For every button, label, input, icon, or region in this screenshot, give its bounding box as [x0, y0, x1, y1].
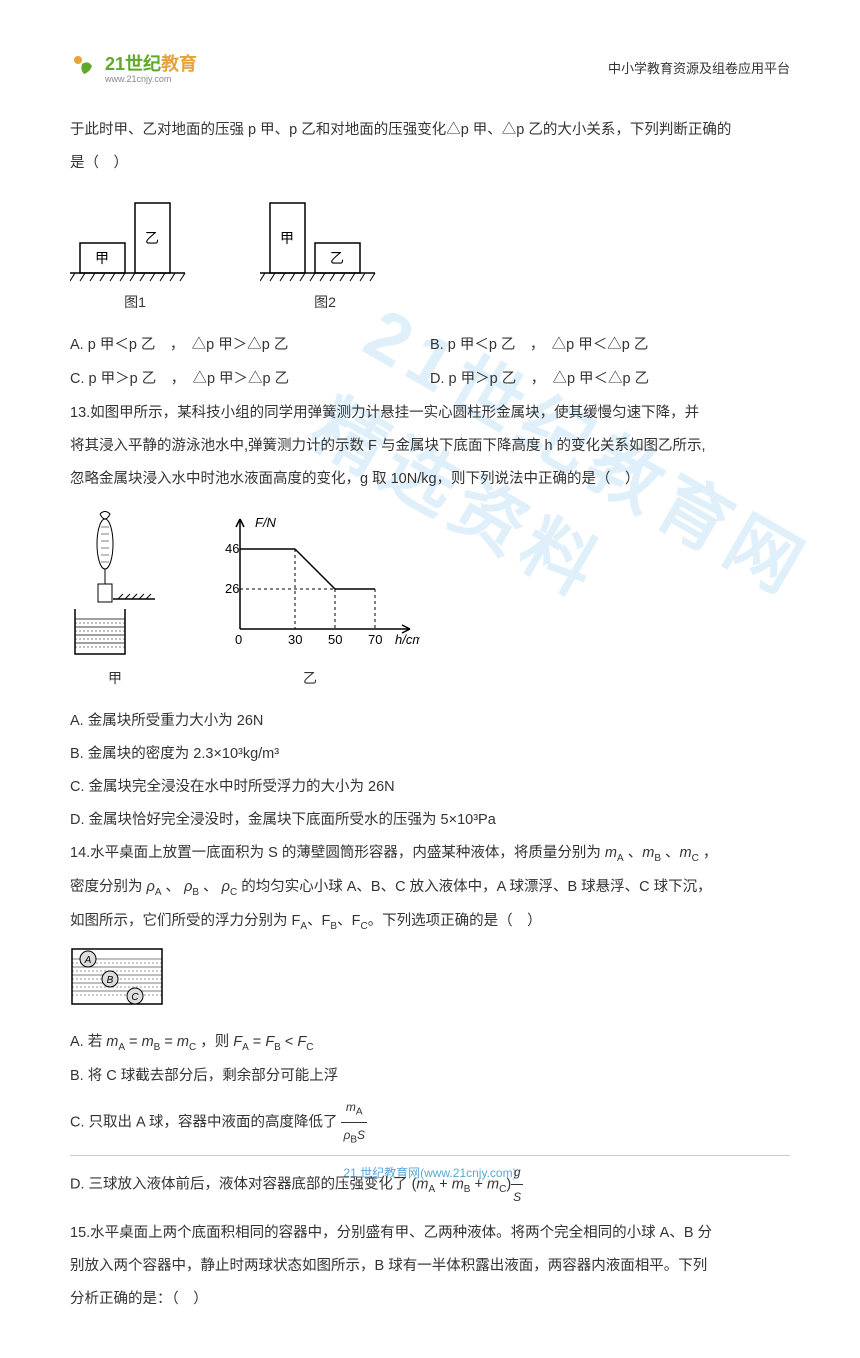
q13-opt-b: B. 金属块的密度为 2.3×10³kg/m³ — [70, 740, 790, 769]
q12-options-row1: A. p 甲＜p 乙 ， △p 甲＞△p 乙 B. p 甲＜p 乙 ， △p 甲… — [70, 331, 790, 360]
q14-t3b: 、F — [307, 913, 330, 929]
body-content: 于此时甲、乙对地面的压强 p 甲、p 乙和对地面的压强变化△p 甲、△p 乙的大… — [70, 116, 790, 1314]
q13-fig-yi: F/N h/cm 46 26 0 30 50 70 乙 — [200, 509, 420, 692]
svg-text:0: 0 — [235, 632, 242, 647]
q14-t2: 密度分别为 — [70, 879, 147, 895]
q15-line3: 分析正确的是：（ ） — [70, 1285, 790, 1314]
svg-text:甲: 甲 — [280, 230, 294, 246]
svg-text:B: B — [107, 975, 114, 986]
q13-line1: 13.如图甲所示，某科技小组的同学用弹簧测力计悬挂一实心圆柱形金属块，使其缓慢匀… — [70, 399, 790, 428]
q12-figures: 甲 乙 图1 — [70, 193, 790, 316]
q13-opt-a: A. 金属块所受重力大小为 26N — [70, 707, 790, 736]
q14-t3d: 。下列选项正确的是（ ） — [368, 913, 542, 929]
figure-2: 甲 乙 图2 — [260, 193, 390, 316]
q15-line1: 15.水平桌面上两个底面积相同的容器中，分别盛有甲、乙两种液体。将两个完全相同的… — [70, 1219, 790, 1248]
svg-text:乙: 乙 — [145, 230, 159, 246]
q14-figure: A B C — [70, 947, 790, 1018]
svg-text:70: 70 — [368, 632, 382, 647]
q14-t1c: 、 — [661, 845, 680, 861]
q14-opt-c: C. 只取出 A 球，容器中液面的高度降低了 mAρBS — [70, 1095, 790, 1151]
logo: 21世纪教育 www.21cnjy.com — [70, 50, 197, 84]
q13-opt-c: C. 金属块完全浸没在水中时所受浮力的大小为 26N — [70, 773, 790, 802]
q14a2: ，则 — [196, 1034, 233, 1050]
q14-t1: 14.水平桌面上放置一底面积为 S 的薄壁圆筒形容器，内盛某种液体，将质量分别为 — [70, 845, 605, 861]
q14-line3: 如图所示，它们所受的浮力分别为 FA、FB、FC。下列选项正确的是（ ） — [70, 907, 790, 937]
header-subtitle: 中小学教育资源及组卷应用平台 — [608, 58, 790, 77]
q14-opt-d: D. 三球放入液体前后，液体对容器底部的压强变化了 (mA + mB + mC)… — [70, 1160, 790, 1209]
logo-icon — [70, 52, 100, 82]
figure-1: 甲 乙 图1 — [70, 193, 200, 316]
q14-t2c: 、 — [199, 879, 222, 895]
q13-opt-d: D. 金属块恰好完全浸没时，金属块下底面所受水的压强为 5×10³Pa — [70, 806, 790, 835]
q14-t1b: 、 — [624, 845, 643, 861]
logo-main: 21世纪 — [105, 54, 161, 74]
q-prefix-line2: 是（ ） — [70, 149, 790, 178]
svg-text:乙: 乙 — [330, 250, 344, 266]
logo-text-block: 21世纪教育 www.21cnjy.com — [105, 50, 197, 84]
svg-text:A: A — [84, 955, 92, 966]
q13-jia-label: 甲 — [70, 664, 160, 692]
svg-text:50: 50 — [328, 632, 342, 647]
q14d1: D. 三球放入液体前后，液体对容器底部的压强变化了 — [70, 1177, 412, 1193]
svg-text:30: 30 — [288, 632, 302, 647]
q14-opt-a: A. 若 mA = mB = mC ，则 FA = FB < FC — [70, 1028, 790, 1058]
q13-fig-jia: 甲 — [70, 509, 160, 692]
logo-sub: 教育 — [161, 54, 197, 74]
svg-text:F/N: F/N — [255, 515, 277, 530]
svg-text:26: 26 — [225, 581, 239, 596]
q15-line2: 别放入两个容器中，静止时两球状态如图所示，B 球有一半体积露出液面，两容器内液面… — [70, 1252, 790, 1281]
q12-options-row2: C. p 甲＞p 乙 ， △p 甲＞△p 乙 D. p 甲＞p 乙 ， △p 甲… — [70, 365, 790, 394]
fig1-label: 图1 — [70, 288, 200, 316]
page-header: 21世纪教育 www.21cnjy.com 中小学教育资源及组卷应用平台 — [70, 50, 790, 86]
q14-t2b: 、 — [162, 879, 185, 895]
q14-t3c: 、F — [337, 913, 360, 929]
q14-line2: 密度分别为 ρA 、 ρB 、 ρC 的均匀实心小球 A、B、C 放入液体中，A… — [70, 873, 790, 903]
q14c1: C. 只取出 A 球，容器中液面的高度降低了 — [70, 1114, 341, 1130]
q13-figures: 甲 F/N h/cm 46 26 — [70, 509, 790, 692]
q12-option-b: B. p 甲＜p 乙 ， △p 甲＜△p 乙 — [430, 331, 790, 360]
q12-option-c: C. p 甲＞p 乙 ， △p 甲＞△p 乙 — [70, 365, 430, 394]
q14-t2d: 的均匀实心小球 A、B、C 放入液体中，A 球漂浮、B 球悬浮、C 球下沉， — [237, 879, 712, 895]
q12-option-a: A. p 甲＜p 乙 ， △p 甲＞△p 乙 — [70, 331, 430, 360]
svg-text:C: C — [131, 992, 139, 1003]
fig2-label: 图2 — [260, 288, 390, 316]
q-prefix-line1: 于此时甲、乙对地面的压强 p 甲、p 乙和对地面的压强变化△p 甲、△p 乙的大… — [70, 116, 790, 145]
logo-text: 21世纪教育 — [105, 50, 197, 76]
q12-option-d: D. p 甲＞p 乙 ， △p 甲＜△p 乙 — [430, 365, 790, 394]
svg-text:h/cm: h/cm — [395, 632, 420, 647]
q14-opt-b: B. 将 C 球截去部分后，剩余部分可能上浮 — [70, 1062, 790, 1091]
q14-t1d: ， — [699, 845, 718, 861]
q14a1: A. 若 — [70, 1034, 106, 1050]
q14-t3: 如图所示，它们所受的浮力分别为 F — [70, 913, 300, 929]
svg-text:46: 46 — [225, 541, 239, 556]
q14-line1: 14.水平桌面上放置一底面积为 S 的薄壁圆筒形容器，内盛某种液体，将质量分别为… — [70, 839, 790, 869]
q13-yi-label: 乙 — [200, 664, 420, 692]
q13-line3: 忽略金属块浸入水中时池水液面高度的变化，g 取 10N/kg，则下列说法中正确的… — [70, 465, 790, 494]
svg-text:甲: 甲 — [95, 250, 109, 266]
page-content: 21世纪教育 www.21cnjy.com 中小学教育资源及组卷应用平台 于此时… — [0, 0, 860, 1358]
q13-line2: 将其浸入平静的游泳池水中,弹簧测力计的示数 F 与金属块下底面下降高度 h 的变… — [70, 432, 790, 461]
